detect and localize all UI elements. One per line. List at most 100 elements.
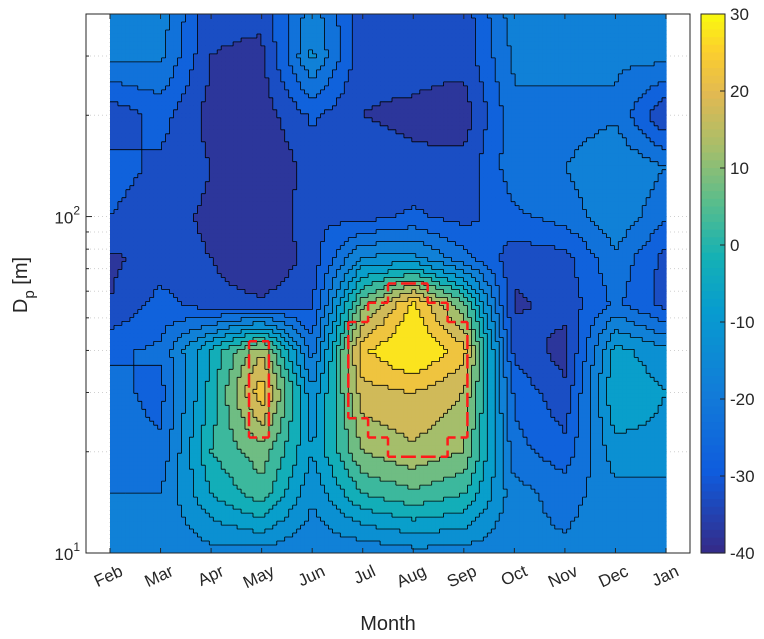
contour-cell (149, 65, 155, 71)
contour-cell (157, 121, 163, 127)
contour-cell (530, 25, 536, 31)
contour-cell (455, 117, 461, 123)
contour-cell (165, 101, 171, 107)
contour-cell (308, 37, 314, 43)
contour-cell (403, 25, 409, 31)
contour-cell (328, 93, 333, 99)
contour-cell (407, 14, 413, 19)
contour-cell (566, 17, 572, 23)
contour-cell (388, 49, 393, 55)
contour-cell (419, 109, 425, 115)
contour-cell (141, 49, 147, 55)
contour-cell (423, 37, 429, 43)
contour-cell (328, 145, 333, 151)
contour-cell (364, 17, 369, 23)
contour-cell (304, 145, 310, 151)
contour-cell (479, 113, 484, 119)
contour-cell (276, 41, 282, 47)
contour-cell (332, 21, 337, 27)
contour-cell (586, 61, 592, 67)
contour-cell (614, 61, 619, 67)
contour-cell (197, 73, 202, 79)
contour-cell (515, 17, 520, 23)
contour-cell (376, 129, 381, 135)
contour-cell (594, 77, 600, 83)
contour-cell (241, 149, 246, 155)
contour-cell (245, 121, 250, 127)
contour-cell (435, 49, 441, 55)
contour-cell (634, 53, 639, 59)
contour-cell (237, 29, 242, 35)
contour-cell (475, 125, 480, 131)
contour-cell (499, 81, 504, 87)
contour-cell (558, 129, 564, 135)
contour-cell (332, 101, 337, 107)
contour-cell (252, 141, 258, 147)
contour-cell (372, 153, 377, 159)
contour-cell (610, 121, 615, 127)
contour-cell (626, 137, 631, 143)
contour-cell (125, 69, 131, 75)
contour-cell (511, 14, 516, 19)
contour-cell (423, 129, 429, 135)
contour-cell (530, 45, 536, 51)
contour-cell (197, 41, 202, 47)
contour-cell (157, 57, 163, 63)
contour-cell (419, 137, 425, 143)
contour-cell (304, 17, 310, 23)
contour-cell (570, 81, 576, 87)
contour-cell (471, 101, 476, 107)
contour-cell (340, 37, 345, 43)
contour-cell (479, 65, 484, 71)
contour-cell (527, 61, 532, 67)
contour-cell (320, 53, 326, 59)
contour-cell (566, 41, 572, 47)
contour-cell (229, 149, 234, 155)
contour-cell (646, 49, 651, 55)
contour-cell (435, 53, 441, 59)
contour-cell (479, 105, 484, 111)
contour-cell (328, 77, 333, 83)
contour-cell (217, 77, 222, 83)
contour-cell (272, 37, 278, 43)
contour-cell (574, 53, 580, 59)
contour-cell (566, 121, 572, 127)
contour-cell (523, 145, 528, 151)
contour-cell (185, 29, 191, 35)
contour-cell (209, 65, 214, 71)
contour-cell (229, 73, 234, 79)
contour-cell (503, 121, 508, 127)
contour-cell (519, 133, 524, 139)
contour-cell (626, 73, 631, 79)
contour-cell (662, 53, 667, 59)
contour-cell (388, 137, 393, 143)
contour-cell (229, 129, 234, 135)
contour-cell (602, 113, 608, 119)
contour-cell (630, 125, 635, 131)
contour-cell (320, 17, 326, 23)
contour-cell (312, 45, 318, 51)
contour-cell (312, 53, 318, 59)
contour-cell (205, 137, 210, 143)
contour-cell (129, 101, 135, 107)
contour-cell (634, 97, 639, 103)
contour-cell (586, 117, 592, 123)
contour-cell (129, 57, 135, 63)
contour-cell (209, 37, 214, 43)
contour-cell (384, 37, 389, 43)
contour-cell (455, 145, 461, 151)
contour-cell (133, 93, 139, 99)
contour-cell (602, 129, 608, 135)
contour-cell (169, 65, 175, 71)
contour-cell (534, 21, 540, 27)
contour-cell (574, 97, 580, 103)
contour-cell (352, 65, 357, 71)
contour-cell (241, 105, 246, 111)
contour-cell (133, 61, 139, 67)
contour-cell (237, 57, 242, 63)
contour-cell (141, 97, 147, 103)
contour-cell (411, 21, 417, 27)
contour-cell (586, 25, 592, 31)
contour-cell (403, 81, 409, 87)
contour-cell (443, 117, 449, 123)
